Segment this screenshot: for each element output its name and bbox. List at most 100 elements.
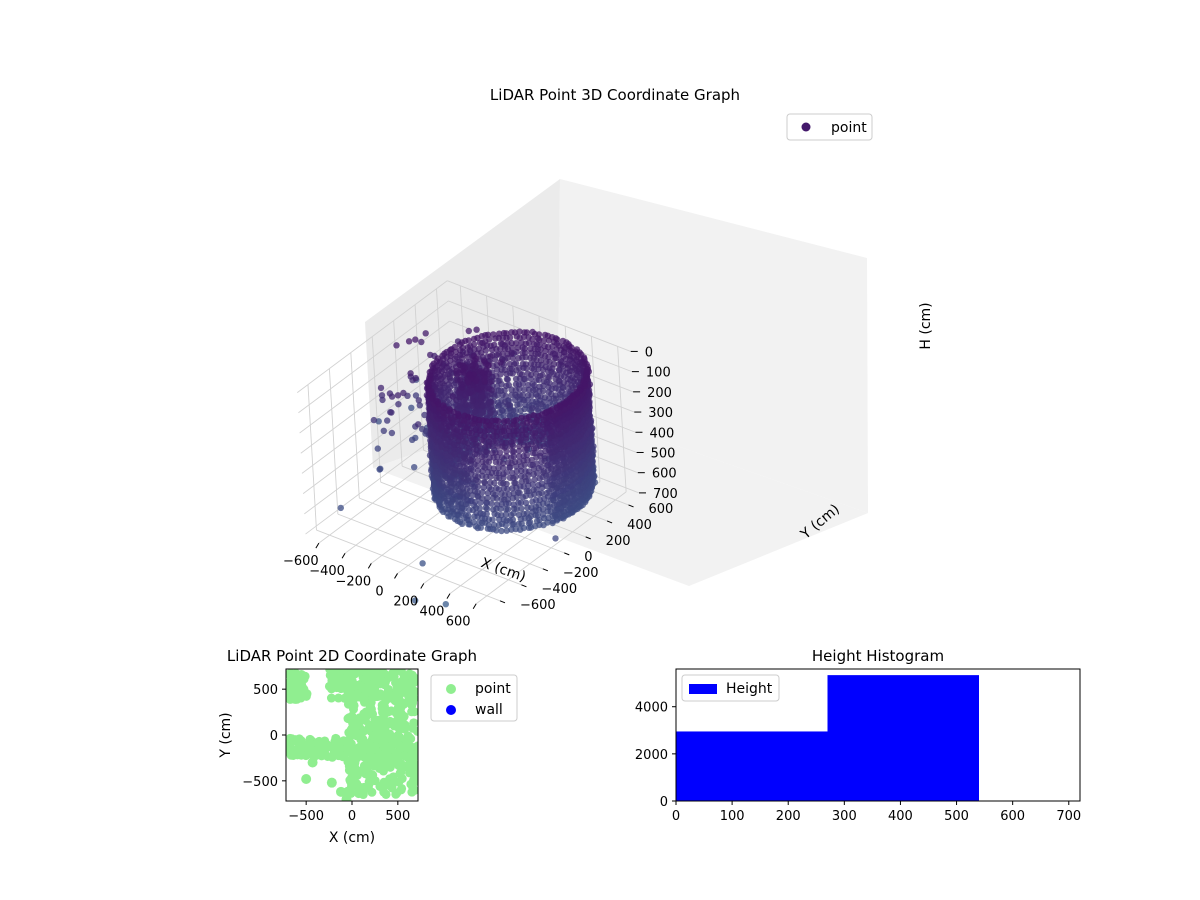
data-point — [435, 401, 442, 408]
data-point — [501, 345, 509, 353]
data-point — [539, 469, 547, 476]
data-point — [315, 740, 325, 750]
data-point — [471, 357, 478, 364]
z-tick-label: 200 — [647, 386, 672, 401]
data-point — [356, 735, 366, 745]
chart-2d-xlabel: X (cm) — [329, 830, 375, 846]
data-point — [370, 669, 380, 678]
data-point — [512, 375, 520, 383]
data-point — [496, 449, 504, 456]
data-point — [502, 392, 510, 400]
data-point — [503, 382, 510, 390]
data-point — [497, 433, 505, 441]
data-point — [488, 486, 495, 493]
data-point — [412, 374, 419, 382]
y-tick-label: 0 — [270, 729, 278, 744]
data-point — [422, 330, 429, 337]
x-tick-label: 600 — [1000, 809, 1025, 824]
data-point — [507, 511, 515, 519]
data-point — [403, 739, 413, 749]
data-point — [457, 433, 464, 440]
data-point — [516, 437, 524, 444]
data-point — [481, 443, 489, 451]
data-point — [354, 786, 365, 797]
data-point — [459, 500, 466, 507]
data-point — [496, 401, 503, 409]
data-point — [479, 402, 486, 409]
data-point — [466, 506, 473, 514]
data-point — [498, 439, 506, 446]
chart-2d-legend-label-wall: wall — [475, 702, 503, 718]
data-point — [560, 384, 567, 392]
x-tick-label: 300 — [832, 809, 857, 824]
chart-2d-ylabel: Y (cm) — [218, 712, 234, 758]
data-point — [442, 601, 449, 608]
data-point — [466, 487, 474, 494]
x-tick-label: 600 — [446, 615, 471, 630]
data-point — [456, 428, 464, 435]
data-point — [395, 401, 402, 408]
data-point — [550, 412, 557, 419]
data-point — [286, 678, 294, 688]
data-point — [412, 773, 418, 783]
data-point — [334, 693, 344, 703]
data-point — [451, 441, 458, 448]
data-point — [530, 412, 537, 419]
data-point — [410, 785, 418, 795]
data-point — [358, 765, 368, 775]
chart-hist-ticks: 0 100 200 300 400 500 600 700 0 2000 4000 — [635, 701, 1081, 824]
data-point — [403, 753, 413, 763]
data-point — [344, 765, 354, 775]
data-point — [443, 452, 451, 459]
data-point — [515, 354, 522, 362]
data-point — [522, 499, 530, 506]
data-point — [516, 443, 523, 450]
data-point — [537, 357, 545, 364]
data-point — [525, 520, 533, 527]
data-point — [462, 391, 469, 399]
data-point — [530, 486, 537, 493]
data-point — [490, 331, 497, 338]
data-point — [341, 794, 352, 801]
data-point — [474, 473, 482, 480]
data-point — [451, 451, 459, 458]
data-point — [483, 505, 491, 512]
data-point — [519, 494, 527, 501]
data-point — [485, 521, 492, 529]
chart-hist-legend-label: Height — [726, 681, 773, 697]
chart-3d-points — [337, 326, 599, 608]
data-point — [396, 703, 406, 713]
data-point — [501, 418, 508, 425]
data-point — [475, 416, 483, 424]
data-point — [326, 693, 336, 703]
data-point — [520, 441, 528, 449]
chart-2d-ticks: −500 −500 0 0 500 500 — [242, 683, 410, 824]
data-point — [464, 481, 471, 488]
data-point — [427, 351, 434, 359]
y-tick — [585, 536, 591, 540]
z-tick-label: 700 — [653, 487, 678, 502]
data-point — [378, 766, 388, 776]
data-point — [494, 511, 501, 519]
data-point — [489, 443, 496, 450]
data-point — [337, 504, 344, 512]
grid-line — [337, 513, 522, 586]
data-point — [479, 458, 486, 466]
data-point — [509, 485, 516, 492]
data-point — [519, 426, 526, 434]
data-point — [392, 788, 402, 798]
x-tick — [315, 542, 320, 549]
data-point — [401, 671, 411, 681]
data-point — [291, 669, 301, 678]
y-tick-label: 200 — [606, 534, 631, 549]
data-point — [483, 418, 490, 425]
data-point — [504, 376, 511, 383]
grid-line — [298, 300, 449, 414]
data-point — [529, 405, 536, 412]
data-point — [508, 365, 515, 373]
data-point — [550, 361, 557, 368]
data-point — [313, 750, 323, 760]
data-point — [289, 745, 299, 755]
data-point — [512, 479, 519, 487]
data-point — [552, 535, 559, 542]
